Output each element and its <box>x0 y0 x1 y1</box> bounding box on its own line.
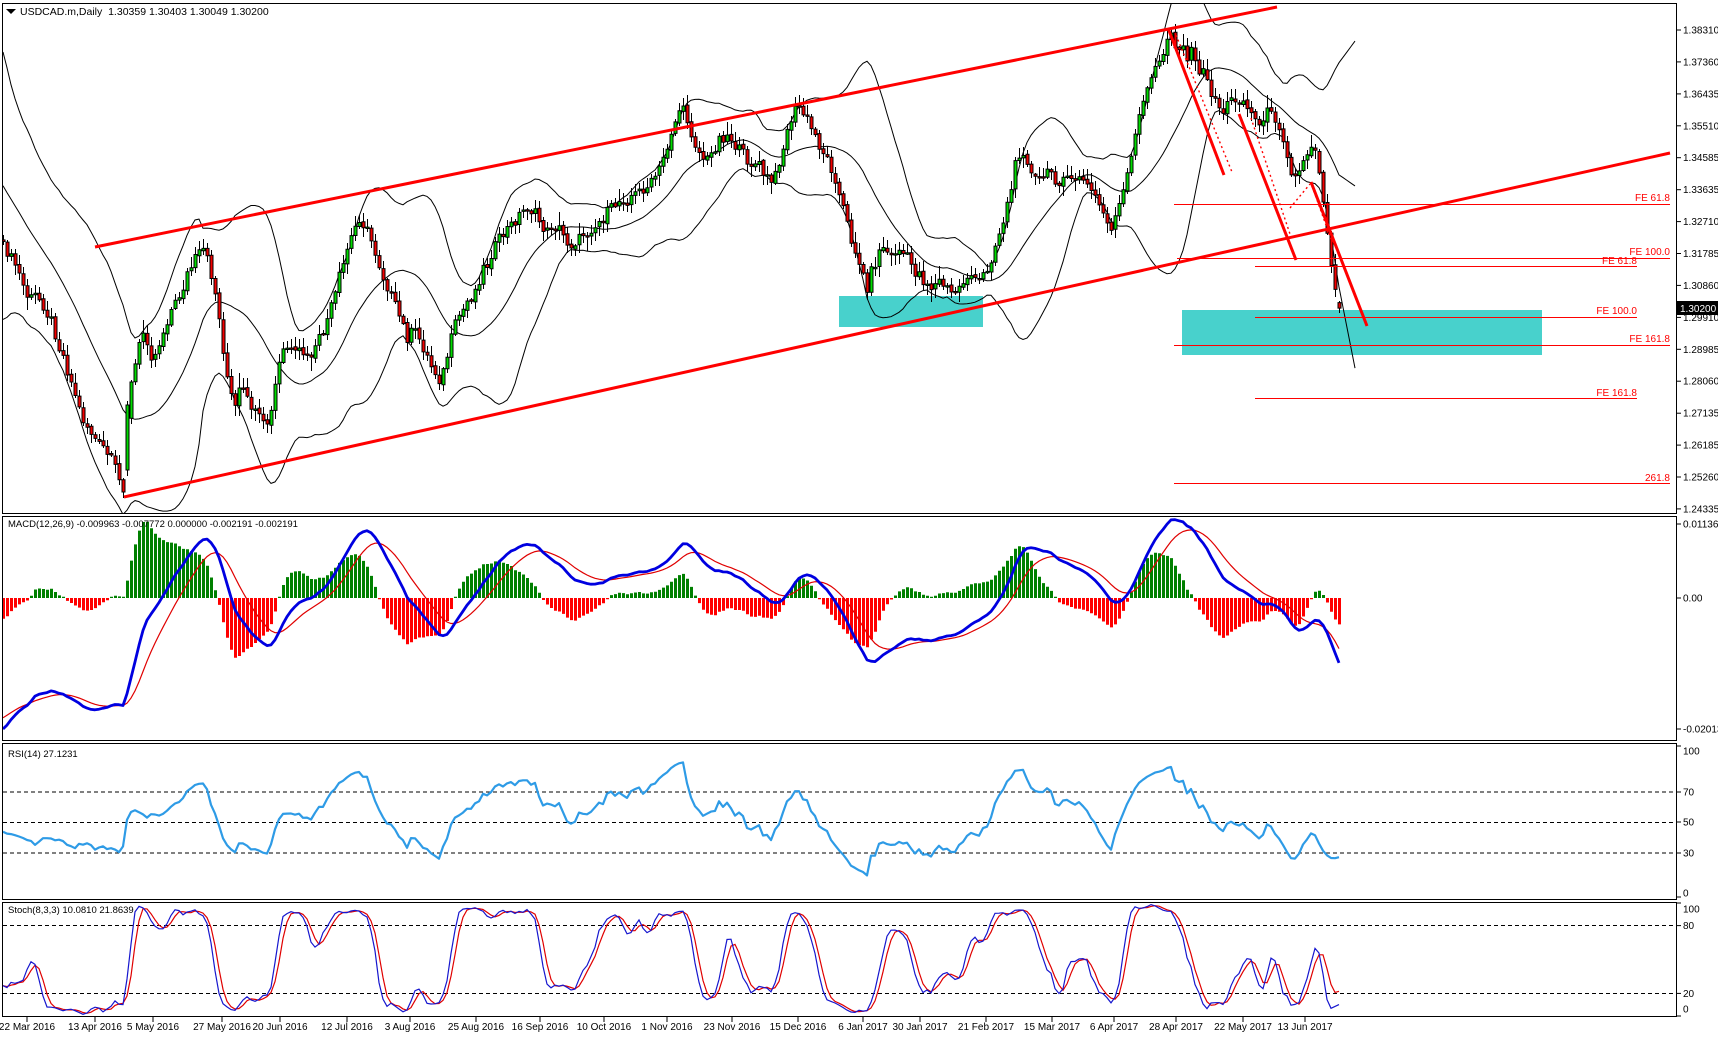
svg-text:28 Apr 2017: 28 Apr 2017 <box>1149 1022 1203 1033</box>
svg-text:1.38310: 1.38310 <box>1683 26 1718 37</box>
svg-text:15 Mar 2017: 15 Mar 2017 <box>1024 1022 1081 1033</box>
svg-text:13 Apr 2016: 13 Apr 2016 <box>68 1022 122 1033</box>
svg-text:1.28060: 1.28060 <box>1683 377 1718 388</box>
svg-text:1.25260: 1.25260 <box>1683 473 1718 484</box>
svg-text:80: 80 <box>1683 921 1695 932</box>
svg-text:FE 100.0: FE 100.0 <box>1596 306 1637 317</box>
svg-text:16 Sep 2016: 16 Sep 2016 <box>512 1022 569 1033</box>
svg-text:13 Jun 2017: 13 Jun 2017 <box>1277 1022 1332 1033</box>
svg-text:0: 0 <box>1683 1005 1689 1016</box>
svg-text:21 Feb 2017: 21 Feb 2017 <box>958 1022 1015 1033</box>
svg-text:0.00: 0.00 <box>1683 594 1703 605</box>
svg-text:25 Aug 2016: 25 Aug 2016 <box>448 1022 505 1033</box>
svg-text:-0.020132: -0.020132 <box>1683 725 1718 736</box>
svg-text:FE 61.8: FE 61.8 <box>1602 256 1637 267</box>
svg-text:0.011366: 0.011366 <box>1683 520 1718 531</box>
svg-text:0: 0 <box>1683 889 1689 900</box>
svg-text:Stoch(8,3,3) 10.0810 21.8639: Stoch(8,3,3) 10.0810 21.8639 <box>8 905 134 916</box>
svg-text:12 Jul 2016: 12 Jul 2016 <box>321 1022 373 1033</box>
svg-text:3 Aug 2016: 3 Aug 2016 <box>385 1022 436 1033</box>
svg-text:1.31785: 1.31785 <box>1683 249 1718 260</box>
svg-text:50: 50 <box>1683 818 1695 829</box>
svg-text:1.27135: 1.27135 <box>1683 409 1718 420</box>
svg-text:70: 70 <box>1683 788 1695 799</box>
svg-text:1.32710: 1.32710 <box>1683 217 1718 228</box>
svg-text:FE 161.8: FE 161.8 <box>1596 388 1637 399</box>
svg-text:1.37360: 1.37360 <box>1683 57 1718 68</box>
svg-text:6 Jan 2017: 6 Jan 2017 <box>838 1022 888 1033</box>
svg-text:23 Nov 2016: 23 Nov 2016 <box>704 1022 761 1033</box>
svg-text:1 Nov 2016: 1 Nov 2016 <box>641 1022 693 1033</box>
svg-text:1.24335: 1.24335 <box>1683 505 1718 516</box>
svg-text:22 Mar 2016: 22 Mar 2016 <box>0 1022 56 1033</box>
svg-text:1.29910: 1.29910 <box>1683 313 1718 324</box>
svg-text:FE 61.8: FE 61.8 <box>1635 193 1670 204</box>
svg-text:100: 100 <box>1683 747 1700 758</box>
svg-text:1.30200: 1.30200 <box>1680 304 1717 315</box>
svg-text:USDCAD.m,Daily 1.30359 1.3040: USDCAD.m,Daily 1.30359 1.30403 1.30049 1… <box>20 6 269 18</box>
svg-text:15 Dec 2016: 15 Dec 2016 <box>770 1022 827 1033</box>
svg-text:FE 100.0: FE 100.0 <box>1629 247 1670 258</box>
svg-text:1.34585: 1.34585 <box>1683 153 1718 164</box>
svg-text:20: 20 <box>1683 989 1695 1000</box>
svg-text:5 May 2016: 5 May 2016 <box>127 1022 180 1033</box>
svg-text:261.8: 261.8 <box>1645 473 1670 484</box>
svg-text:27 May 2016: 27 May 2016 <box>193 1022 251 1033</box>
svg-text:1.35510: 1.35510 <box>1683 121 1718 132</box>
svg-text:1.36435: 1.36435 <box>1683 89 1718 100</box>
svg-text:100: 100 <box>1683 905 1700 916</box>
svg-text:1.30860: 1.30860 <box>1683 281 1718 292</box>
svg-text:30: 30 <box>1683 849 1695 860</box>
svg-text:20 Jun 2016: 20 Jun 2016 <box>252 1022 307 1033</box>
svg-text:1.33635: 1.33635 <box>1683 185 1718 196</box>
svg-text:1.26185: 1.26185 <box>1683 441 1718 452</box>
svg-text:1.28985: 1.28985 <box>1683 345 1718 356</box>
svg-text:30 Jan 2017: 30 Jan 2017 <box>892 1022 947 1033</box>
svg-text:MACD(12,26,9) -0.009963 -0.007: MACD(12,26,9) -0.009963 -0.007772 0.0000… <box>8 519 298 530</box>
svg-text:6 Apr 2017: 6 Apr 2017 <box>1090 1022 1139 1033</box>
svg-text:10 Oct 2016: 10 Oct 2016 <box>577 1022 632 1033</box>
svg-text:FE 161.8: FE 161.8 <box>1629 334 1670 345</box>
svg-text:RSI(14) 27.1231: RSI(14) 27.1231 <box>8 749 78 760</box>
svg-text:22 May 2017: 22 May 2017 <box>1214 1022 1272 1033</box>
